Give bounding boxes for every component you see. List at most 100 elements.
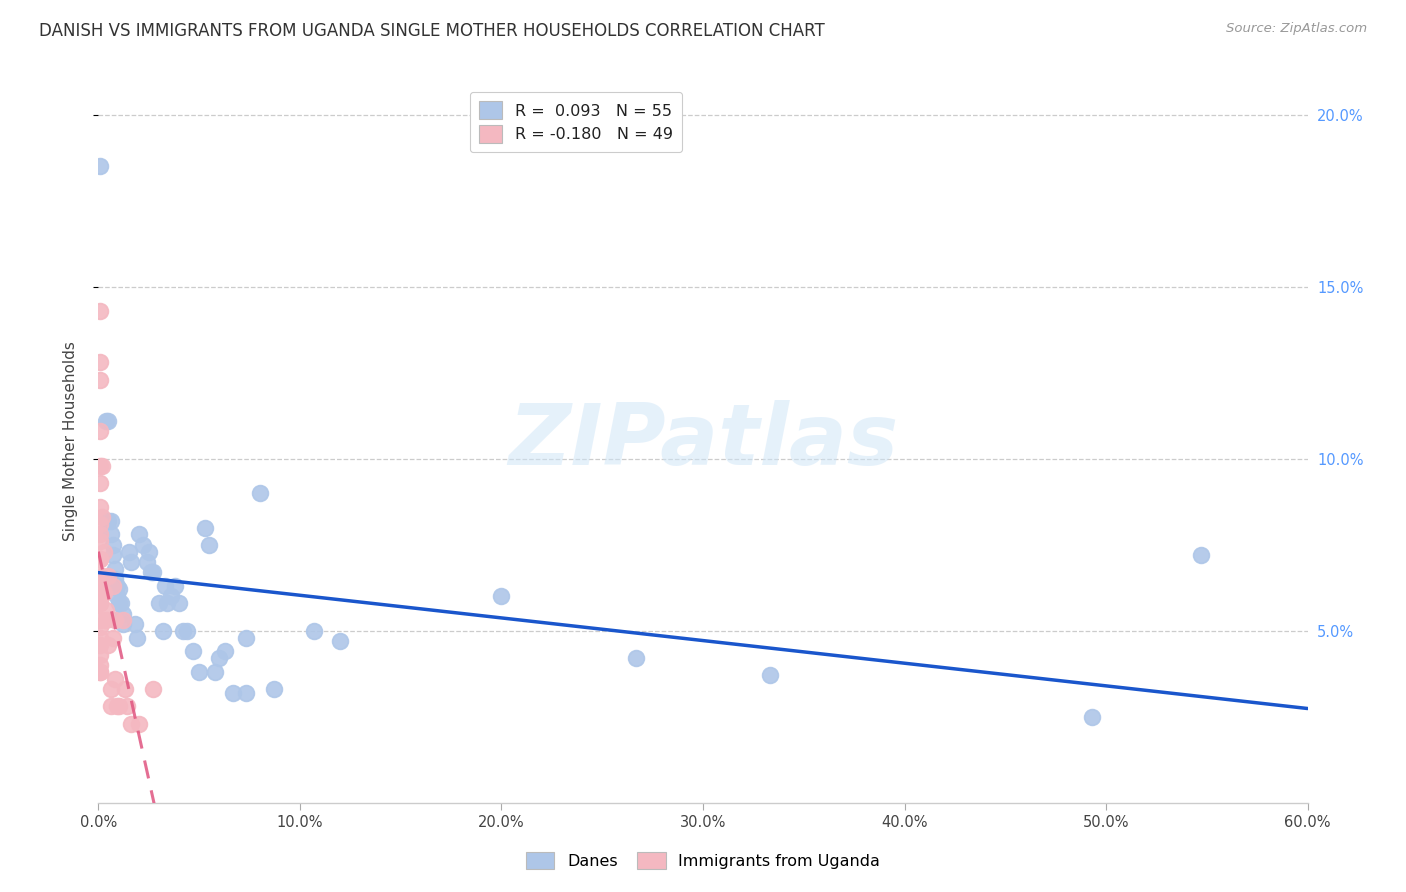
Point xyxy=(89,551,111,566)
Point xyxy=(89,665,111,679)
Point xyxy=(135,555,157,569)
Point xyxy=(198,538,221,552)
Point xyxy=(111,614,134,628)
Point xyxy=(96,614,118,628)
Point xyxy=(91,458,114,473)
Point xyxy=(758,668,780,682)
Point xyxy=(91,510,114,524)
Point xyxy=(626,651,648,665)
Point xyxy=(100,527,122,541)
Point xyxy=(148,596,170,610)
Point xyxy=(89,159,111,173)
Point xyxy=(89,596,111,610)
Point xyxy=(103,572,125,586)
Point xyxy=(105,699,128,714)
Point xyxy=(89,534,111,549)
Point xyxy=(96,414,118,428)
Point xyxy=(105,579,128,593)
Point xyxy=(107,699,129,714)
Point xyxy=(111,607,134,621)
Text: DANISH VS IMMIGRANTS FROM UGANDA SINGLE MOTHER HOUSEHOLDS CORRELATION CHART: DANISH VS IMMIGRANTS FROM UGANDA SINGLE … xyxy=(39,22,825,40)
Point xyxy=(89,517,111,532)
Point xyxy=(97,638,120,652)
Point xyxy=(91,568,114,582)
Point xyxy=(105,590,128,604)
Point xyxy=(194,520,217,534)
Point xyxy=(188,665,211,679)
Point xyxy=(204,665,226,679)
Point xyxy=(89,303,111,318)
Point xyxy=(118,544,141,558)
Point xyxy=(89,596,111,610)
Point xyxy=(167,596,190,610)
Point xyxy=(97,568,120,582)
Point xyxy=(89,551,111,566)
Point xyxy=(491,590,513,604)
Point xyxy=(97,414,120,428)
Point xyxy=(101,538,124,552)
Point xyxy=(249,486,271,500)
Point xyxy=(120,555,142,569)
Point xyxy=(176,624,198,638)
Point xyxy=(329,634,352,648)
Text: ZIPatlas: ZIPatlas xyxy=(508,400,898,483)
Point xyxy=(128,527,150,541)
Point xyxy=(235,631,257,645)
Point xyxy=(138,544,160,558)
Point xyxy=(89,614,111,628)
Point xyxy=(89,658,111,673)
Point xyxy=(100,514,122,528)
Point xyxy=(89,579,111,593)
Point xyxy=(103,562,125,576)
Point xyxy=(139,566,162,580)
Point xyxy=(101,631,124,645)
Point xyxy=(89,355,111,369)
Point xyxy=(89,648,111,662)
Point xyxy=(208,651,231,665)
Point xyxy=(89,665,111,679)
Point xyxy=(89,373,111,387)
Point xyxy=(125,631,148,645)
Point xyxy=(100,699,122,714)
Point xyxy=(89,527,111,541)
Point xyxy=(163,579,186,593)
Point xyxy=(1081,710,1104,724)
Point xyxy=(91,586,114,600)
Point xyxy=(181,644,204,658)
Point xyxy=(156,596,179,610)
Point xyxy=(152,624,174,638)
Point xyxy=(96,603,118,617)
Point xyxy=(89,620,111,634)
Point xyxy=(132,538,155,552)
Point xyxy=(142,566,165,580)
Point xyxy=(124,616,146,631)
Point xyxy=(142,682,165,697)
Legend: Danes, Immigrants from Uganda: Danes, Immigrants from Uganda xyxy=(519,846,887,875)
Point xyxy=(172,624,194,638)
Point xyxy=(101,548,124,562)
Point xyxy=(263,682,285,697)
Point xyxy=(89,500,111,514)
Point xyxy=(103,614,125,628)
Point xyxy=(120,716,142,731)
Point xyxy=(111,616,134,631)
Point xyxy=(160,590,183,604)
Point xyxy=(128,716,150,731)
Point xyxy=(214,644,236,658)
Point xyxy=(89,458,111,473)
Point xyxy=(89,475,111,490)
Point xyxy=(107,596,129,610)
Point xyxy=(89,568,111,582)
Point xyxy=(235,686,257,700)
Point xyxy=(1189,548,1212,562)
Legend: R =  0.093   N = 55, R = -0.180   N = 49: R = 0.093 N = 55, R = -0.180 N = 49 xyxy=(470,92,682,153)
Y-axis label: Single Mother Households: Single Mother Households xyxy=(63,342,77,541)
Point xyxy=(89,579,111,593)
Point xyxy=(302,624,325,638)
Point xyxy=(107,582,129,597)
Point xyxy=(93,586,115,600)
Point xyxy=(89,424,111,438)
Point xyxy=(222,686,245,700)
Point xyxy=(89,631,111,645)
Point xyxy=(153,579,176,593)
